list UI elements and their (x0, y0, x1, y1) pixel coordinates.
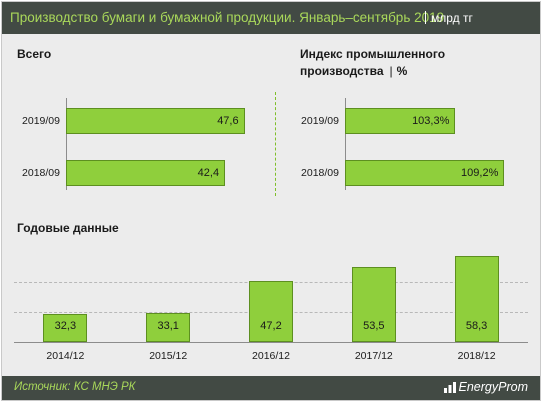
annual-value-label: 33,1 (157, 320, 179, 332)
annual-x-tick-label: 2016/12 (252, 350, 290, 362)
annual-bar (454, 255, 499, 342)
total-axis (66, 98, 67, 190)
total-category-label: 2019/09 (22, 115, 60, 127)
chart-title: Производство бумаги и бумажной продукции… (10, 10, 445, 25)
index-axis (345, 98, 346, 190)
index-category-label: 2018/09 (301, 167, 339, 179)
annual-value-label: 47,2 (260, 320, 282, 332)
panel-title-index: Индекс промышленного производства |% (300, 46, 480, 80)
index-bar (345, 108, 456, 134)
annual-x-tick-label: 2017/12 (354, 350, 393, 362)
panel-title-annual: Годовые данные (17, 221, 119, 235)
footer-bar: Источник: КС МНЭ РК EnergyProm (2, 376, 540, 400)
brand-text: EnergyProm (458, 380, 528, 394)
annual-bar (146, 312, 191, 342)
unit-label: млрд тг (425, 11, 473, 25)
brand: EnergyProm (443, 380, 528, 394)
annual-bar (351, 266, 396, 342)
source-text: Источник: КС МНЭ РК (14, 381, 136, 393)
total-bar (66, 160, 226, 186)
annual-x-tick-label: 2014/12 (46, 350, 85, 362)
index-bar (345, 160, 505, 186)
total-bar (66, 108, 245, 134)
annual-value-label: 32,3 (54, 320, 77, 332)
panel-title-index-text: Индекс промышленного производства (300, 47, 446, 78)
annual-x-axis (14, 342, 528, 343)
index-value-label: 109,2% (461, 167, 499, 179)
annual-value-label: 58,3 (465, 320, 488, 332)
annual-bar (249, 280, 293, 342)
annual-value-label: 53,5 (363, 320, 385, 332)
total-value-label: 42,4 (197, 167, 220, 179)
total-category-label: 2018/09 (22, 167, 60, 179)
annual-x-tick-label: 2018/12 (457, 350, 496, 362)
index-value-label: 103,3% (412, 115, 450, 127)
panel-title-total: Всего (17, 47, 52, 61)
unit-separator (425, 11, 426, 24)
energyprom-logo-icon (443, 382, 456, 393)
total-value-label: 47,6 (217, 115, 239, 127)
unit-text: млрд тг (431, 11, 473, 25)
header-bar: Производство бумаги и бумажной продукции… (2, 2, 540, 34)
annual-bar (43, 314, 88, 342)
annual-x-tick-label: 2015/12 (149, 350, 188, 362)
index-category-label: 2019/09 (301, 115, 339, 127)
panel-divider (275, 92, 276, 196)
panel-title-index-unit: % (396, 64, 408, 78)
pipe-separator: | (389, 64, 393, 78)
